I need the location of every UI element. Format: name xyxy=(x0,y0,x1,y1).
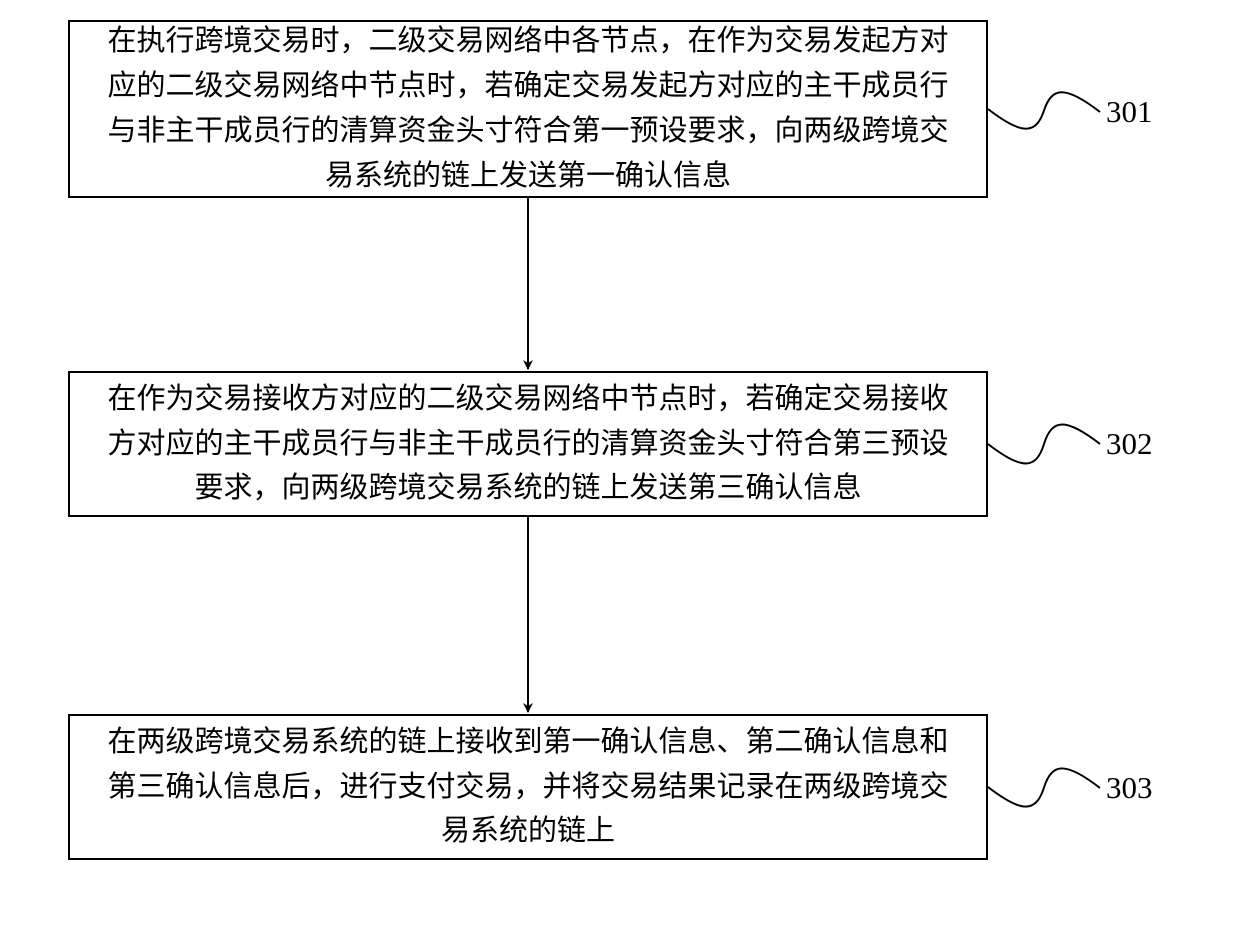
step-label-302: 302 xyxy=(1106,426,1153,462)
flow-step-301: 在执行跨境交易时，二级交易网络中各节点，在作为交易发起方对 应的二级交易网络中节… xyxy=(68,20,988,198)
step-label-303: 303 xyxy=(1106,770,1153,806)
flow-step-303: 在两级跨境交易系统的链上接收到第一确认信息、第二确认信息和 第三确认信息后，进行… xyxy=(68,714,988,860)
flow-step-301-text: 在执行跨境交易时，二级交易网络中各节点，在作为交易发起方对 应的二级交易网络中节… xyxy=(107,19,948,199)
flowchart-canvas: 在执行跨境交易时，二级交易网络中各节点，在作为交易发起方对 应的二级交易网络中节… xyxy=(0,0,1240,932)
flow-step-302-text: 在作为交易接收方对应的二级交易网络中节点时，若确定交易接收 方对应的主干成员行与… xyxy=(107,377,948,512)
connector-302 xyxy=(984,404,1104,484)
connector-303 xyxy=(984,747,1104,828)
connector-301 xyxy=(984,69,1104,152)
flow-step-303-text: 在两级跨境交易系统的链上接收到第一确认信息、第二确认信息和 第三确认信息后，进行… xyxy=(107,720,948,855)
step-label-301: 301 xyxy=(1106,94,1153,130)
flow-step-302: 在作为交易接收方对应的二级交易网络中节点时，若确定交易接收 方对应的主干成员行与… xyxy=(68,371,988,517)
